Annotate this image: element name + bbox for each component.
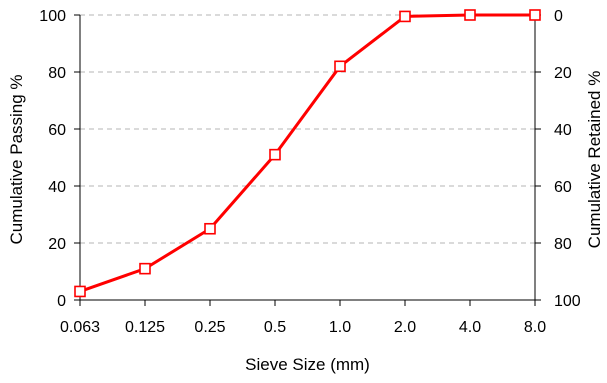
x-tick-label: 1.0 xyxy=(329,319,351,336)
y2-tick-label: 60 xyxy=(554,179,572,196)
data-point xyxy=(204,222,216,235)
x-tick-label: 8.0 xyxy=(524,319,546,336)
y2-tick-label: 80 xyxy=(554,236,572,253)
x-axis-title: Sieve Size (mm) xyxy=(245,355,370,374)
y2-tick-label: 40 xyxy=(554,122,572,139)
data-point xyxy=(74,285,86,298)
tick-labels: 0 20 40 60 80 100 100 80 60 40 20 0 0.063 0.125 0.25 0.… xyxy=(39,8,581,336)
y2-axis-title: Cumulative Retained % xyxy=(585,71,604,249)
gridlines xyxy=(80,14,535,244)
series-line xyxy=(79,13,535,293)
series-group xyxy=(74,9,541,298)
x-tick-label: 0.125 xyxy=(125,319,165,336)
x-tick-label: 4.0 xyxy=(459,319,481,336)
y-tick-label: 40 xyxy=(48,179,66,196)
y-tick-label: 80 xyxy=(48,65,66,82)
y2-tick-label: 100 xyxy=(554,293,581,310)
data-point xyxy=(529,9,541,21)
x-tick-label: 0.063 xyxy=(60,319,100,336)
data-point xyxy=(399,10,411,23)
y-axis-title: Cumulative Passing % xyxy=(7,74,26,244)
x-tick-label: 0.25 xyxy=(194,319,225,336)
axes xyxy=(74,14,541,306)
y2-tick-label: 0 xyxy=(554,8,563,25)
x-tick-label: 0.5 xyxy=(264,319,286,336)
data-point xyxy=(334,60,346,73)
data-point xyxy=(464,9,476,21)
y-tick-label: 60 xyxy=(48,122,66,139)
y-tick-label: 0 xyxy=(57,293,66,310)
y-tick-label: 100 xyxy=(39,8,66,25)
data-point xyxy=(269,148,281,161)
x-tick-label: 2.0 xyxy=(394,319,416,336)
data-point xyxy=(139,262,151,275)
y-tick-label: 20 xyxy=(48,236,66,253)
y2-tick-label: 20 xyxy=(554,65,572,82)
